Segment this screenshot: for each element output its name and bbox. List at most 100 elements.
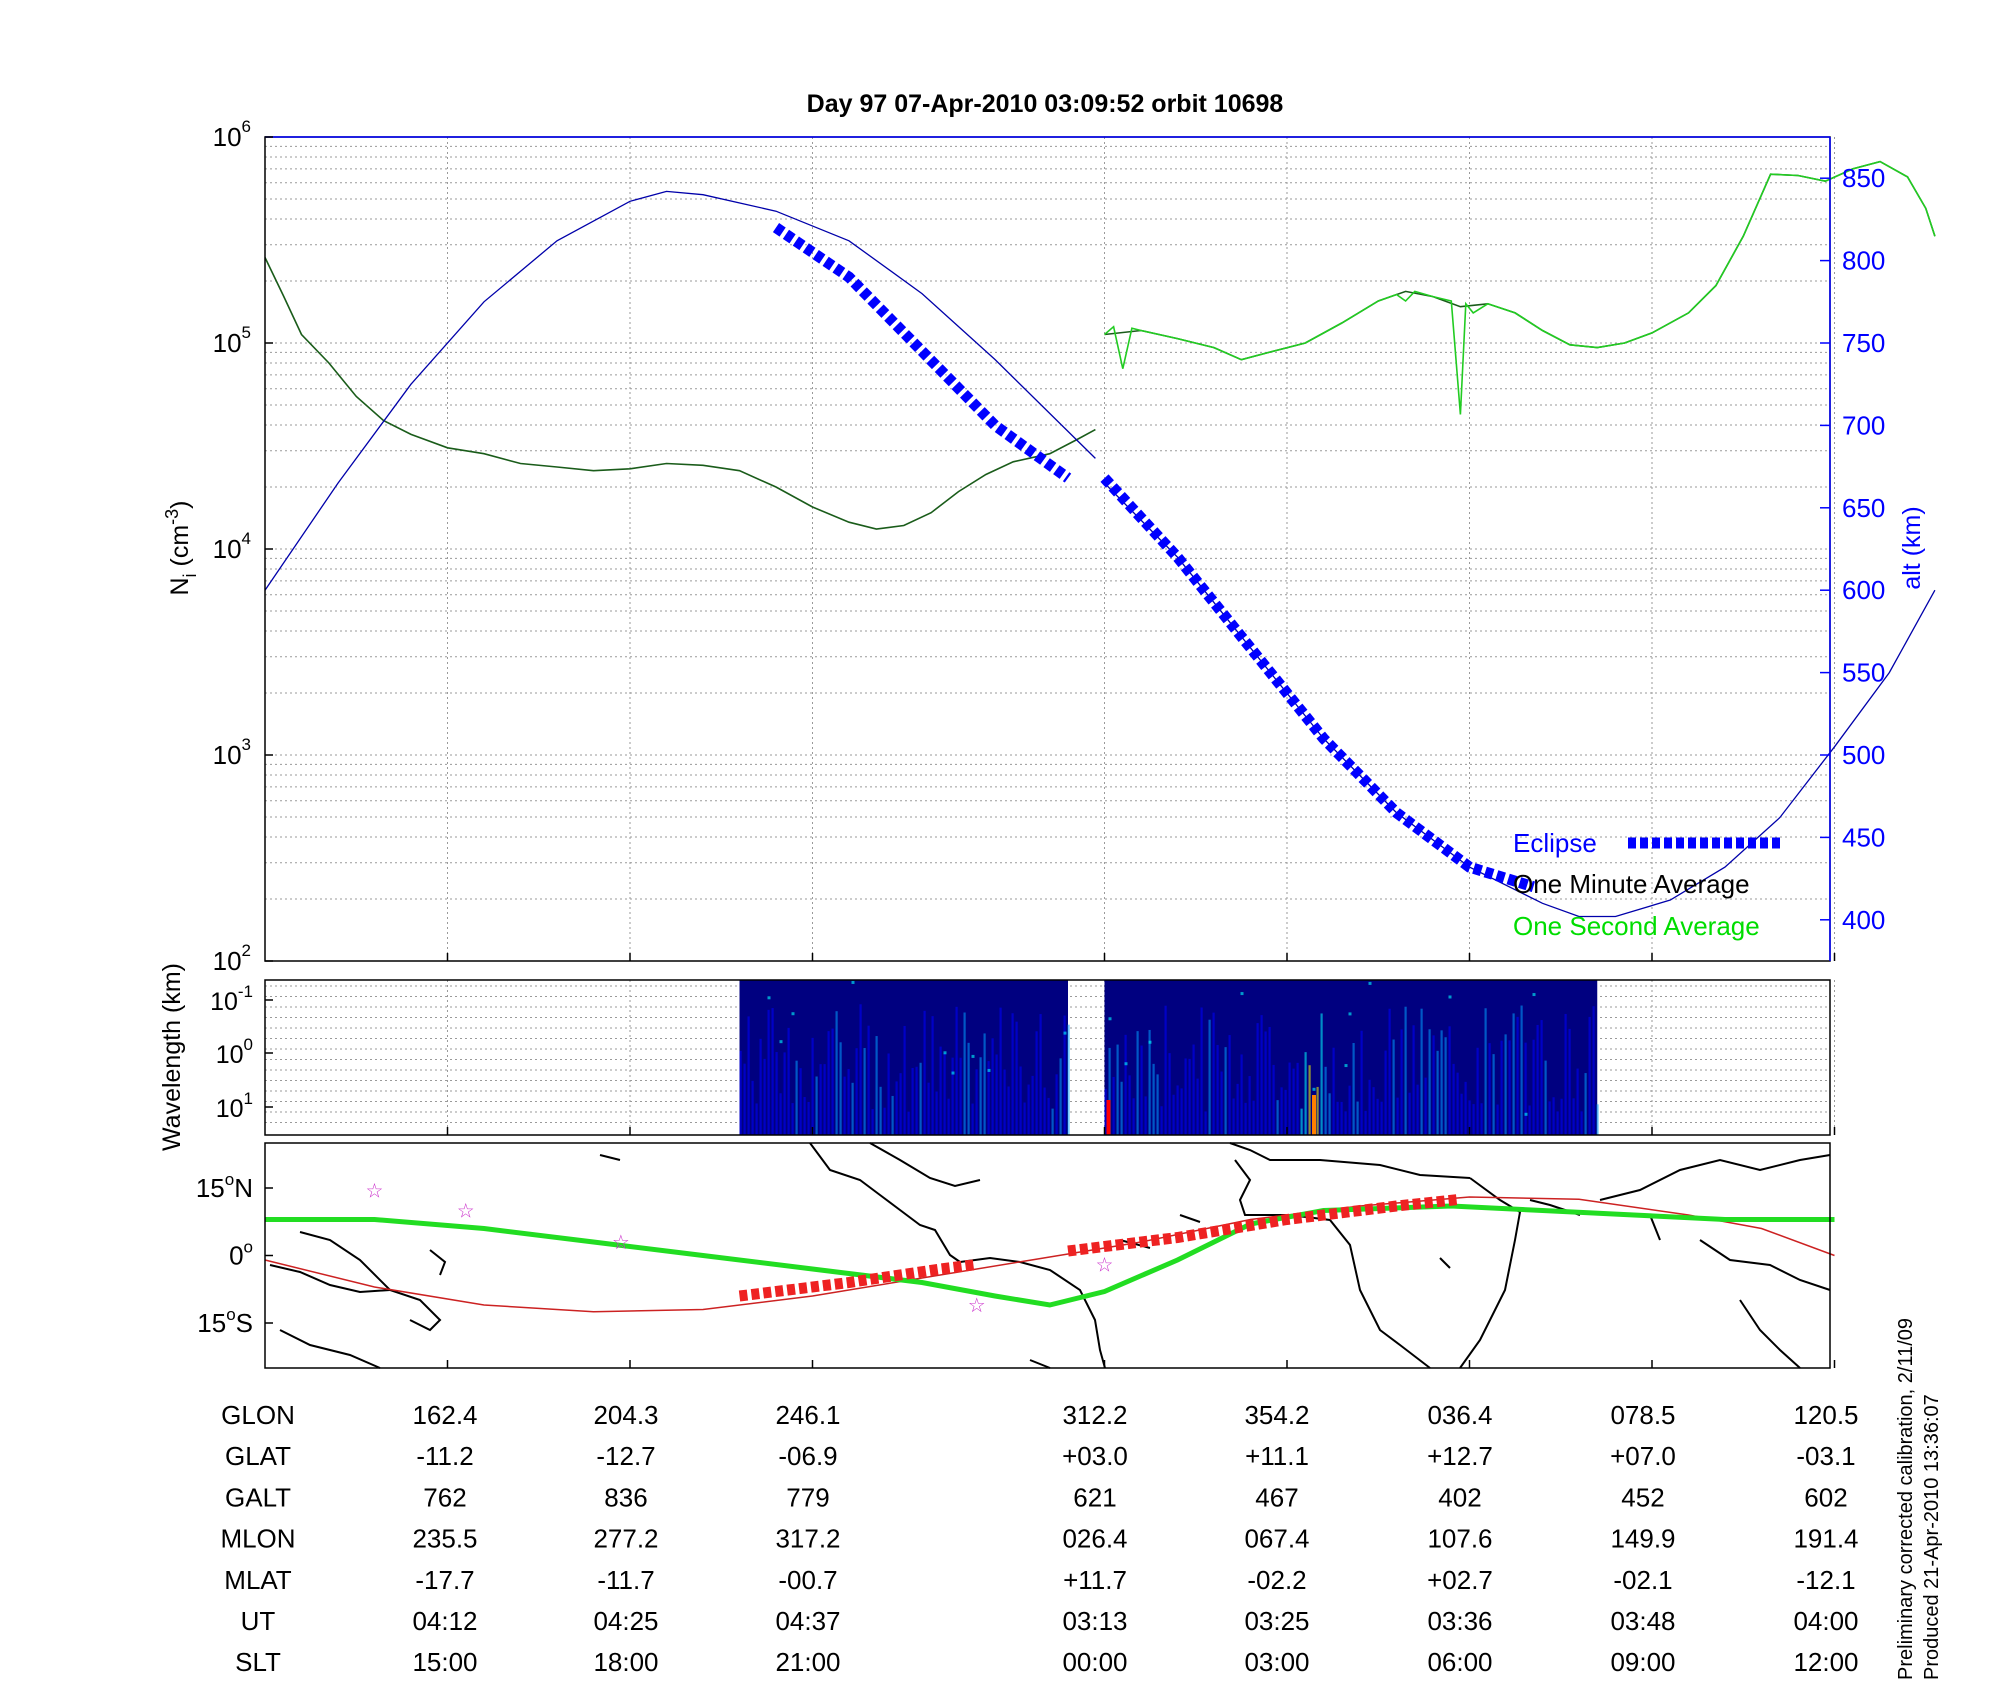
spectrogram-column <box>967 1042 970 1135</box>
right-tick-label: 750 <box>1842 328 1885 358</box>
spectrogram-column <box>1444 1037 1447 1135</box>
spectrogram-column <box>1536 1024 1539 1135</box>
series-line-one-minute-average <box>264 257 1096 530</box>
spectrogram-column <box>831 1028 834 1135</box>
right-tick-label: 600 <box>1842 575 1885 605</box>
right-tick-label: 400 <box>1842 905 1885 935</box>
spectrogram-column <box>759 1038 762 1135</box>
spectrogram-column <box>871 1109 874 1135</box>
spectrogram-pixel <box>1532 993 1536 997</box>
spectrogram-column <box>1188 1058 1191 1135</box>
spectrogram-column <box>1252 1100 1255 1135</box>
orbit-parameter-table: GLON 162.4 204.3 246.1 312.2 354.2 036.4 078.5 1… <box>220 1400 1858 1677</box>
right-tick-label: 650 <box>1842 493 1885 523</box>
spectrogram-column <box>1344 1111 1347 1135</box>
spectrogram-column <box>1244 1102 1247 1135</box>
spectrogram-column <box>1288 1062 1291 1135</box>
spectrogram-pixel <box>943 1051 947 1055</box>
map-tick-label: 0o <box>229 1238 253 1271</box>
spectrogram-column <box>1035 1031 1038 1135</box>
spectrogram-column <box>1264 1031 1267 1135</box>
coastline <box>1649 1214 1661 1241</box>
spectrogram-column <box>1296 1062 1299 1135</box>
footnote-line-2: Produced 21-Apr-2010 13:36:07 <box>1921 1394 1943 1680</box>
spectrogram-column <box>835 1011 838 1135</box>
spectrogram-hotspot <box>1312 1095 1316 1135</box>
spectrogram-pixel <box>1448 995 1452 999</box>
table-cell: 12:00 <box>1793 1647 1858 1677</box>
table-cell: 312.2 <box>1062 1400 1127 1430</box>
spectrogram-hotspot <box>1106 1100 1111 1135</box>
coastline <box>869 1142 981 1188</box>
series-line-one-second-average <box>1103 160 1936 415</box>
coastline <box>1179 1214 1201 1223</box>
spectrogram-column <box>915 1066 918 1135</box>
spectrogram-column <box>1132 1098 1135 1135</box>
spectrogram-column <box>1152 1063 1155 1135</box>
table-cell: +07.0 <box>1610 1441 1676 1471</box>
spectrogram-column <box>1280 1087 1283 1135</box>
table-cell: +03.0 <box>1062 1441 1128 1471</box>
spectrogram-column <box>1324 1066 1327 1135</box>
spectrogram-column <box>779 1093 782 1135</box>
eclipse-track-segment <box>1067 1193 1461 1257</box>
spectrogram-column <box>1464 1081 1467 1135</box>
left-axis-label: Ni (cm-3) <box>162 500 200 595</box>
spectrogram-column <box>987 1061 990 1135</box>
spectrogram-column <box>1316 1086 1319 1135</box>
map-y-ticks: 15oN 0o 15oS <box>196 1170 273 1338</box>
spectrogram-column <box>1408 1092 1411 1135</box>
spectrogram-panel: 10-1 100 101 Wavelength (km) <box>158 963 1835 1151</box>
spectrogram-column <box>1488 1043 1491 1135</box>
spectrogram-column <box>1256 1023 1259 1135</box>
spectrogram-column <box>971 1103 974 1135</box>
spectrogram-pixel <box>1348 1012 1352 1016</box>
spectrogram-column <box>943 1053 946 1135</box>
table-cell: 00:00 <box>1062 1647 1127 1677</box>
spectrogram-column <box>1031 1075 1034 1135</box>
coastline <box>1699 1239 1831 1291</box>
spectrogram-column <box>1300 1108 1303 1135</box>
legend-second-label: One Second Average <box>1513 911 1760 941</box>
spectrogram-column <box>1268 1026 1271 1135</box>
map-panel: ☆ ☆ ☆ ☆ ☆ 15oN 0o 15oS <box>196 1142 1835 1369</box>
left-tick-label: 103 <box>213 735 251 770</box>
table-cell: +02.7 <box>1427 1565 1493 1595</box>
spectrogram-column <box>1532 1039 1535 1135</box>
spectrogram-column <box>1292 1068 1295 1135</box>
spectrogram-column <box>1452 1063 1455 1135</box>
eclipse-segment <box>772 223 1072 483</box>
table-cell: 246.1 <box>775 1400 840 1430</box>
table-cell: 04:12 <box>412 1606 477 1636</box>
spectrogram-column <box>923 1010 926 1135</box>
spectrogram-column <box>1360 1030 1363 1135</box>
spectrogram-column <box>1548 1101 1551 1135</box>
spectrogram-column <box>931 1016 934 1135</box>
table-cell: 120.5 <box>1793 1400 1858 1430</box>
spectrogram-column <box>1055 1074 1058 1135</box>
spectrogram-column <box>1196 1078 1199 1135</box>
spectrogram-column <box>983 1033 986 1135</box>
spectrogram-column <box>1424 1077 1427 1135</box>
spectrogram-column <box>1011 1013 1014 1135</box>
table-cell: 04:37 <box>775 1606 840 1636</box>
spectrogram-column <box>999 1007 1002 1135</box>
spectrogram-column <box>1184 1058 1187 1135</box>
table-cell: 317.2 <box>775 1524 840 1554</box>
spectrogram-column <box>1440 1030 1443 1135</box>
spectrogram-column <box>907 1111 910 1135</box>
spectrogram-column <box>1404 1006 1407 1135</box>
spectrogram-column <box>1500 1040 1503 1135</box>
coastline <box>1234 1159 1431 1369</box>
spectrogram-column <box>1260 1015 1263 1135</box>
table-cell: 762 <box>423 1482 466 1512</box>
spectrogram-column <box>1496 1104 1499 1135</box>
spectrogram-column <box>947 1098 950 1135</box>
spectrogram-column <box>855 1048 858 1135</box>
coastlines <box>269 1142 1831 1369</box>
table-cell: 04:25 <box>593 1606 658 1636</box>
spectrogram-column <box>1043 1087 1046 1135</box>
spectrogram-column <box>795 1060 798 1135</box>
right-tick-label: 500 <box>1842 740 1885 770</box>
spectrogram-column <box>1039 1014 1042 1135</box>
